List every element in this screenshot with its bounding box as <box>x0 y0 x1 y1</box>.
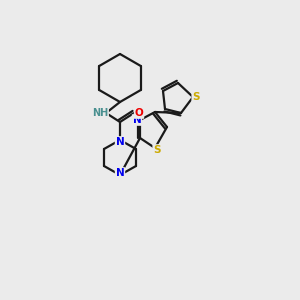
Text: N: N <box>133 115 141 125</box>
Text: S: S <box>192 92 200 102</box>
Text: N: N <box>116 168 124 178</box>
Text: S: S <box>153 145 161 155</box>
Text: N: N <box>116 137 124 147</box>
Text: O: O <box>135 108 143 118</box>
Text: NH: NH <box>92 108 108 118</box>
